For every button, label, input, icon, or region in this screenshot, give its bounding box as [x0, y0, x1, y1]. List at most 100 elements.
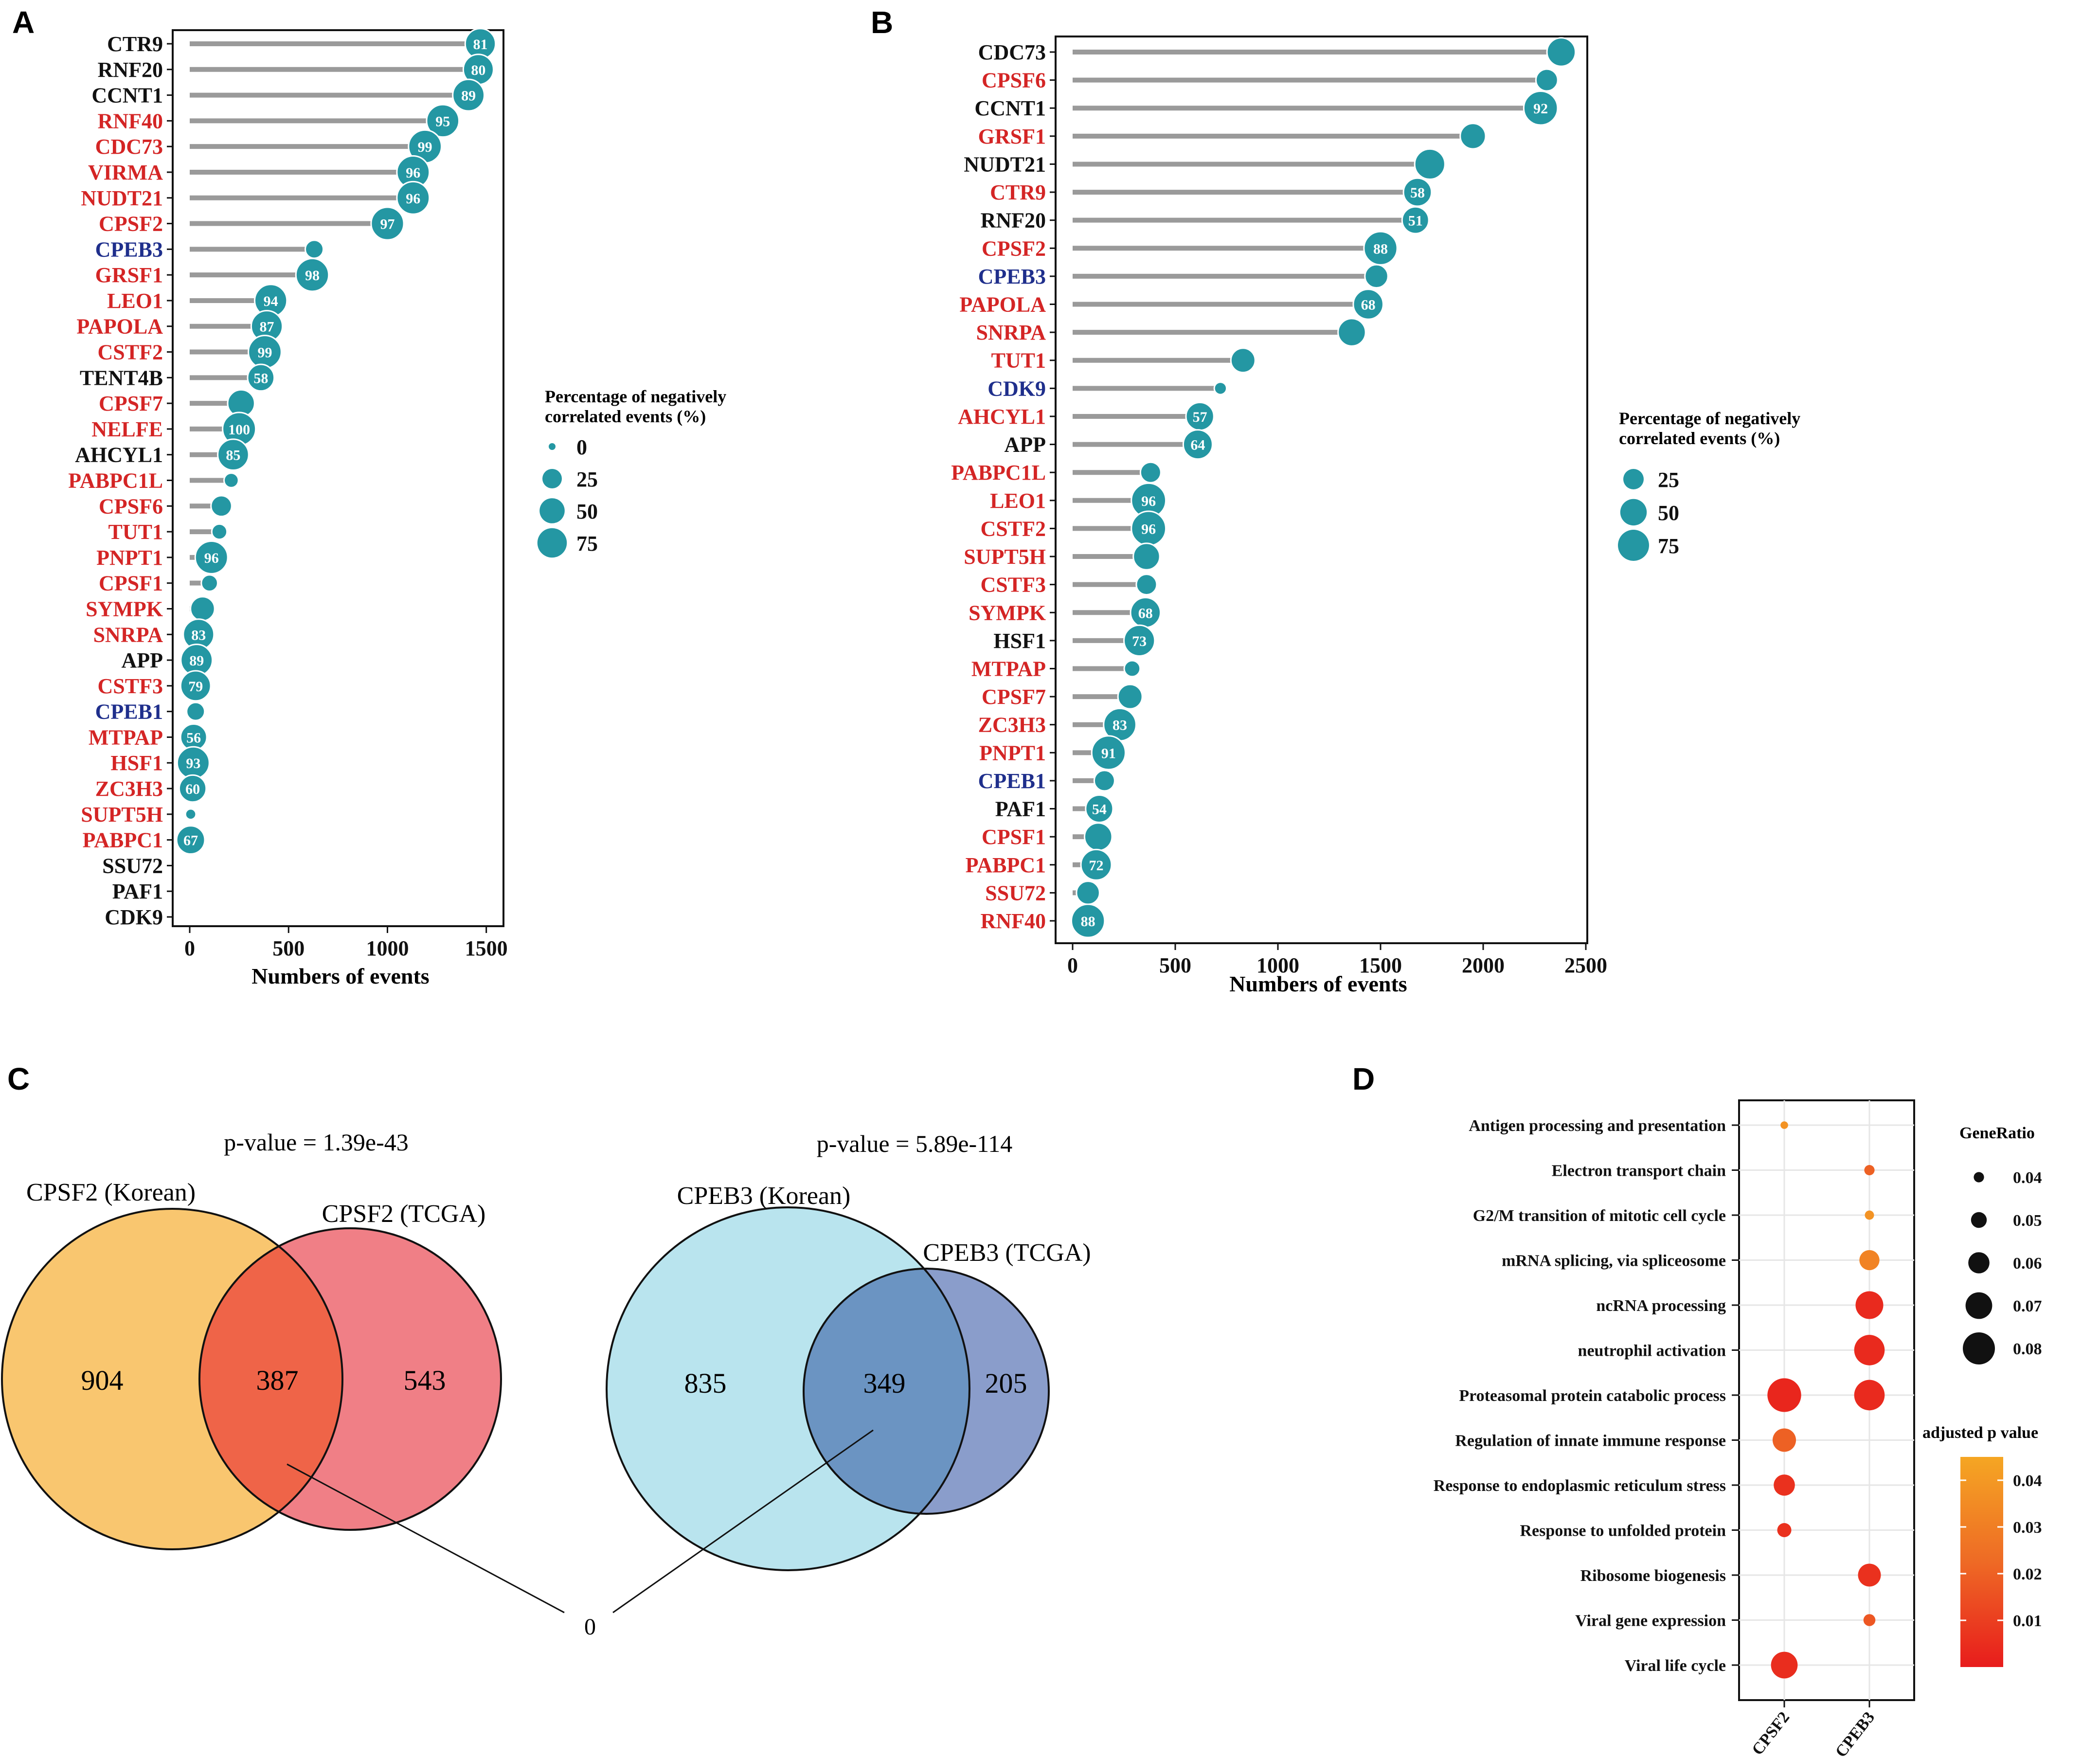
panel-a-gene-label-ctr9: CTR9: [107, 32, 163, 56]
panel-b-dot-tut1: [1230, 347, 1256, 374]
venn-cpeb3-p-value: p-value = 5.89e-114: [817, 1130, 1013, 1157]
panel-b-dot-cdk9: [1213, 381, 1228, 395]
panel-a-x-tick-label: 0: [184, 936, 195, 960]
panel-d-size-legend-dot-0.06: [1968, 1252, 1990, 1274]
panel-a-gene-label-mtpap: MTPAP: [89, 725, 163, 749]
panel-a-pct-label-grsf1: 98: [305, 268, 320, 284]
venn-cpeb3-korean-outline: [606, 1206, 970, 1571]
panel-d-size-legend-dot-0.04: [1974, 1172, 1984, 1183]
panel-a-legend-title-line-1: Percentage of negatively: [545, 387, 726, 406]
panel-d-term-label-response-to-unfolded-protein: Response to unfolded protein: [1520, 1522, 1726, 1540]
panel-a-gene-label-rnf20: RNF20: [98, 58, 163, 82]
panel-a-pct-label-rnf40: 95: [435, 113, 450, 129]
panel-b-gene-label-paf1: PAF1: [995, 797, 1046, 821]
panel-a-gene-label-cpsf2: CPSF2: [99, 212, 163, 236]
panel-b-dot-cpeb3: [1364, 264, 1389, 289]
panel-a-legend-label-75: 75: [576, 532, 598, 556]
panel-b-dot-app: [1182, 429, 1213, 460]
panel-a-gene-label-cpsf6: CPSF6: [99, 494, 163, 518]
panel-b-gene-label-rnf40: RNF40: [981, 909, 1046, 933]
panel-b-dot-cpsf7: [1117, 683, 1143, 710]
panel-b-gene-label-pabpc1l: PABPC1L: [951, 461, 1046, 484]
panel-d-x-label-cpsf2: CPSF2: [1748, 1708, 1793, 1758]
panel-d-term-label-antigen-processing-and-presentation: Antigen processing and presentation: [1469, 1117, 1726, 1135]
panel-a-gene-label-tut1: TUT1: [108, 520, 163, 544]
panel-d-dot-cpsf2-response-to-endoplasmic-reticulum-stress: [1774, 1474, 1795, 1496]
panel-a-pct-label-cdc73: 99: [418, 139, 432, 155]
panel-b-pct-label-app: 64: [1190, 437, 1205, 453]
panel-b-gene-label-cpeb1: CPEB1: [978, 769, 1046, 793]
panel-letter-b: B: [871, 5, 893, 40]
panel-letter-d: D: [1352, 1061, 1375, 1096]
venn-cpsf2-korean-outline: [1, 1208, 343, 1550]
panel-d-size-legend-dot-0.05: [1971, 1212, 1987, 1228]
panel-d-colorbar-label-0.01: 0.01: [2013, 1612, 2042, 1630]
panel-a-gene-label-sympk: SYMPK: [86, 597, 163, 621]
panel-b-dot-cstf3: [1135, 574, 1158, 596]
panel-letter-a: A: [12, 5, 35, 40]
panel-d-term-label-proteasomal-protein-catabolic-process: Proteasomal protein catabolic process: [1459, 1387, 1726, 1405]
panel-d-dot-cpsf2-antigen-processing-and-presentation: [1780, 1121, 1788, 1129]
panel-d-term-label-regulation-of-innate-immune-response: Regulation of innate immune response: [1455, 1432, 1726, 1450]
panel-a-dot-nudt21: [396, 180, 431, 215]
panel-c-venn-diagrams: p-value = 1.39e-43 CPSF2 (Korean) CPSF2 …: [1, 1129, 1091, 1640]
panel-a-gene-label-cpeb1: CPEB1: [95, 700, 163, 724]
panel-b-pct-label-pabpc1: 72: [1089, 858, 1104, 874]
panel-a-dot-ccnt1: [452, 78, 485, 112]
panel-b-legend-label-75: 75: [1658, 534, 1679, 558]
panel-b-dot-cpeb1: [1093, 770, 1115, 792]
panel-a-legend-dot-25: [542, 469, 562, 488]
panel-a-gene-label-cpsf7: CPSF7: [99, 392, 163, 415]
panel-b-dot-cpsf6: [1535, 68, 1559, 92]
panel-d-size-legend-label-0.04: 0.04: [2013, 1169, 2042, 1187]
panel-a-dot-cpeb1: [186, 701, 206, 721]
panel-a-pct-label-cpsf2: 97: [380, 216, 395, 233]
panel-a-legend-title-line-2: correlated events (%): [545, 407, 706, 426]
panel-a-pct-label-virma: 96: [406, 165, 420, 181]
panel-a-gene-label-pabpc1: PABPC1: [83, 828, 163, 852]
panel-b-dot-pabpc1l: [1139, 461, 1162, 484]
venn-cpeb3-left-count: 835: [684, 1367, 727, 1399]
panel-d-term-label-electron-transport-chain: Electron transport chain: [1552, 1162, 1726, 1180]
panel-b-gene-label-tut1: TUT1: [991, 349, 1046, 373]
panel-a-gene-label-cstf2: CSTF2: [98, 341, 163, 364]
panel-a-gene-label-tent4b: TENT4B: [80, 366, 163, 390]
panel-a-dot-pabpc1: [176, 825, 206, 855]
panel-a-pct-label-app: 89: [189, 653, 204, 669]
venn-shared-overlap-count: 0: [584, 1614, 596, 1640]
panel-a-dot-cpsf2: [370, 206, 405, 241]
panel-d-size-legend-label-0.07: 0.07: [2013, 1297, 2042, 1315]
panel-b-dot-rnf40: [1071, 903, 1106, 938]
venn-connector-right: [612, 1429, 874, 1614]
panel-d-term-label-neutrophil-activation: neutrophil activation: [1578, 1342, 1726, 1360]
panel-a-pct-label-rnf20: 80: [471, 62, 485, 78]
panel-b-x-tick-label: 2500: [1564, 953, 1607, 977]
panel-b-gene-label-snrpa: SNRPA: [976, 321, 1046, 344]
venn-cpsf2: p-value = 1.39e-43 CPSF2 (Korean) CPSF2 …: [1, 1129, 502, 1550]
panel-d-dot-cpeb3-viral-gene-expression: [1863, 1614, 1876, 1626]
panel-a-legend-dot-50: [539, 498, 565, 523]
panel-b-gene-label-rnf20: RNF20: [981, 209, 1046, 233]
venn-cpsf2-left-count: 904: [81, 1364, 124, 1396]
panel-b-x-tick-label: 0: [1067, 953, 1078, 977]
panel-a-pct-label-pabpc1: 67: [183, 833, 198, 849]
panel-b-pct-label-ccnt1: 92: [1533, 101, 1548, 117]
panel-b-pct-label-cpsf2: 88: [1373, 241, 1388, 257]
panel-d-size-legend-title: GeneRatio: [1959, 1124, 2035, 1142]
panel-a-gene-label-app: APP: [121, 648, 163, 672]
panel-a-pct-label-snrpa: 83: [191, 627, 206, 643]
panel-b-x-tick-label: 2000: [1462, 953, 1505, 977]
panel-a-pct-label-leo1: 94: [264, 293, 278, 309]
panel-b-gene-label-cpsf7: CPSF7: [982, 685, 1046, 709]
panel-a-x-axis-label: Numbers of events: [251, 964, 429, 988]
panel-b-pct-label-leo1: 96: [1141, 493, 1156, 509]
panel-a-gene-label-papola: PAPOLA: [76, 315, 163, 339]
panel-b-x-tick-label: 1500: [1359, 953, 1402, 977]
panel-d-term-label-viral-gene-expression: Viral gene expression: [1575, 1612, 1726, 1630]
panel-b-pct-label-cstf2: 96: [1141, 521, 1156, 537]
panel-b-legend-title-line-1: Percentage of negatively: [1619, 409, 1800, 428]
panel-d-x-label-cpeb3: CPEB3: [1832, 1708, 1878, 1758]
panel-b-gene-label-leo1: LEO1: [990, 489, 1046, 513]
panel-d-dot-cpsf2-viral-life-cycle: [1771, 1651, 1798, 1679]
